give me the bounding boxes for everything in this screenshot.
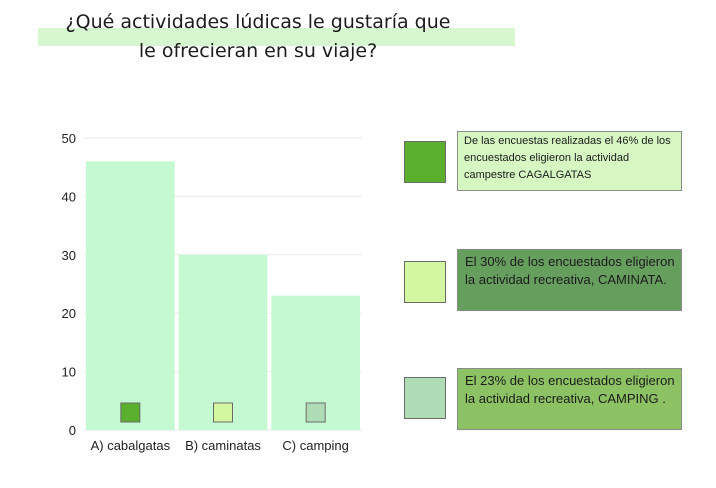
y-tick-label: 50 (62, 131, 76, 146)
legend-swatch-camping (404, 377, 446, 419)
legend-annotation-camping: El 23% de los encuestados eligieron la a… (457, 368, 682, 430)
bar-1 (86, 161, 175, 431)
x-tick-label: A) cabalgatas (91, 438, 171, 453)
bar-marker-2 (213, 402, 233, 423)
title-highlight-band (38, 28, 515, 46)
legend-text-caminatas: El 30% de los encuestados eligieron la a… (465, 254, 675, 287)
y-tick-label: 30 (62, 248, 76, 263)
x-tick-label: B) caminatas (185, 438, 261, 453)
legend-swatch-caminatas (404, 261, 446, 303)
y-tick-label: 20 (62, 306, 76, 321)
legend-annotation-cabalgatas: De las encuestas realizadas el 46% de lo… (457, 131, 682, 191)
bar-marker-3 (305, 402, 326, 423)
legend-text-camping: El 23% de los encuestados eligieron la a… (465, 373, 675, 406)
legend-annotation-caminatas: El 30% de los encuestados eligieron la a… (457, 249, 682, 311)
legend-swatch-cabalgatas (404, 141, 446, 183)
bar-2 (178, 254, 268, 430)
chart-title: ¿Qué actividades lúdicas le gustaría que… (65, 11, 451, 62)
y-tick-label: 10 (62, 365, 76, 380)
y-tick-label: 40 (62, 189, 76, 204)
x-tick-label: C) camping (282, 438, 348, 453)
bar-marker-1 (120, 402, 141, 423)
y-tick-label: 0 (69, 423, 76, 438)
legend-text-cabalgatas: De las encuestas realizadas el 46% de lo… (464, 135, 671, 181)
